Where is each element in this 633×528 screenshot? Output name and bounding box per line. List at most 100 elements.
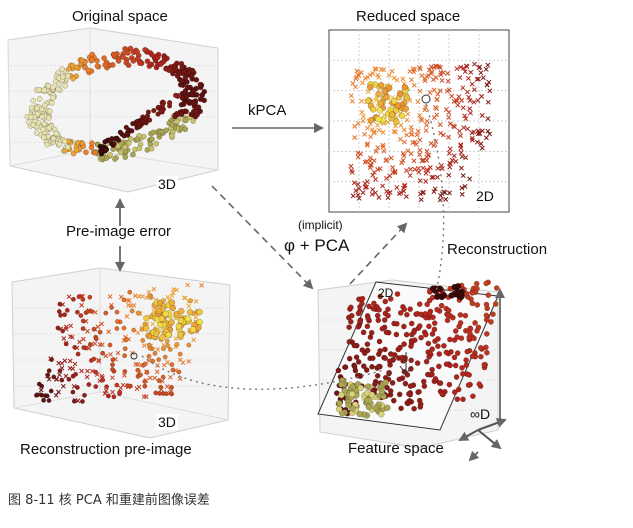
- reconstruction-point: [38, 387, 44, 393]
- reconstruction-point: [109, 305, 115, 310]
- reconstruction-point: [115, 350, 121, 356]
- reconstruction-point: [127, 289, 133, 295]
- reduced-point: [376, 107, 384, 114]
- reconstruction-point: [110, 367, 115, 372]
- feature-point: [483, 344, 489, 351]
- feature-point: [355, 310, 362, 317]
- original-point: [48, 100, 55, 106]
- feature-point: [342, 364, 348, 371]
- reduced-point: [393, 118, 400, 125]
- reconstruction-point: [60, 328, 66, 334]
- feature-point: [408, 320, 415, 327]
- feature-point: [374, 372, 381, 379]
- feature-point: [409, 331, 415, 338]
- feature-point: [346, 338, 353, 345]
- reconstruction-point: [173, 336, 179, 341]
- reduced-point: [431, 65, 437, 71]
- reduced-point: [400, 151, 406, 156]
- reconstruction-point: [103, 310, 109, 316]
- reduced-point: [478, 141, 484, 147]
- reconstruction-point: [165, 331, 172, 339]
- reduced-point: [412, 166, 418, 172]
- feature-point: [416, 323, 423, 329]
- reconstruction-point: [147, 293, 153, 299]
- feature-point: [468, 296, 474, 302]
- feature-point: [432, 375, 439, 382]
- reduced-point: [434, 174, 440, 180]
- reduced-point: [364, 125, 370, 131]
- reconstruction-point: [68, 334, 73, 339]
- reduced-point: [431, 143, 437, 148]
- reconstruction-point: [110, 389, 115, 395]
- reconstruction-point: [46, 376, 52, 382]
- feature-point: [351, 342, 358, 349]
- reduced-point: [447, 190, 452, 196]
- reduced-point: [352, 135, 358, 141]
- reconstruction-point: [63, 373, 69, 379]
- reconstruction-point: [186, 359, 191, 364]
- feature-point: [401, 341, 407, 347]
- reduced-point: [469, 81, 475, 87]
- feature-point: [359, 300, 365, 307]
- reduced-point: [380, 142, 386, 148]
- original-point: [125, 140, 132, 147]
- reduced-point: [417, 113, 423, 119]
- feature-point: [483, 280, 490, 287]
- feature-point: [377, 293, 384, 300]
- feature-point: [387, 351, 394, 357]
- reconstruction-point: [164, 384, 170, 389]
- original-point: [197, 96, 204, 103]
- reconstruction-point: [103, 388, 109, 394]
- reduced-point: [420, 157, 426, 163]
- reconstruction-point: [68, 323, 74, 329]
- original-point: [89, 140, 95, 146]
- reduced-point: [362, 75, 368, 81]
- reduced-point: [420, 165, 426, 171]
- feature-point: [464, 348, 471, 355]
- feature-point: [453, 374, 460, 380]
- feature-point: [345, 402, 352, 409]
- feature-point: [382, 346, 388, 353]
- original-point: [64, 144, 71, 151]
- phi-pca-label: φ + PCA: [284, 236, 350, 255]
- reduced-point: [445, 78, 451, 84]
- reconstruction-point: [131, 327, 137, 333]
- reduced-point: [411, 67, 417, 73]
- feature-point: [467, 330, 473, 337]
- reconstruction-point: [41, 397, 47, 403]
- original-point: [157, 61, 164, 68]
- feature-point: [397, 344, 403, 351]
- feature-point: [382, 298, 389, 305]
- reconstruction-point: [108, 352, 113, 357]
- original-point: [89, 56, 95, 63]
- feature-point: [418, 311, 424, 318]
- reduced-point: [381, 67, 387, 73]
- reduced-point: [349, 98, 355, 104]
- reduced-point: [484, 82, 490, 88]
- reconstruction-point: [175, 323, 183, 330]
- reduced-point: [461, 125, 467, 131]
- feature-point: [436, 351, 443, 357]
- reconstruction-point: [156, 299, 164, 307]
- original-point: [155, 111, 161, 117]
- reconstruction-point: [158, 315, 165, 322]
- feature-point: [353, 354, 360, 361]
- original-point: [182, 88, 189, 94]
- feature-point: [474, 328, 480, 334]
- reduced-point: [354, 68, 360, 74]
- original-point: [111, 141, 117, 147]
- reconstruction-point: [126, 302, 131, 308]
- feature-point: [369, 355, 376, 362]
- feature-point: [457, 312, 464, 318]
- reconstruction-point: [158, 384, 164, 390]
- reconstruction-point: [107, 342, 113, 348]
- feature-point: [407, 383, 414, 389]
- original-point: [41, 121, 48, 127]
- original-point: [130, 151, 136, 158]
- reconstruction-point: [133, 361, 139, 367]
- reduced-point: [467, 106, 473, 112]
- reduced-point: [454, 66, 460, 72]
- reduced-point: [423, 128, 429, 134]
- reduced-point: [433, 139, 439, 144]
